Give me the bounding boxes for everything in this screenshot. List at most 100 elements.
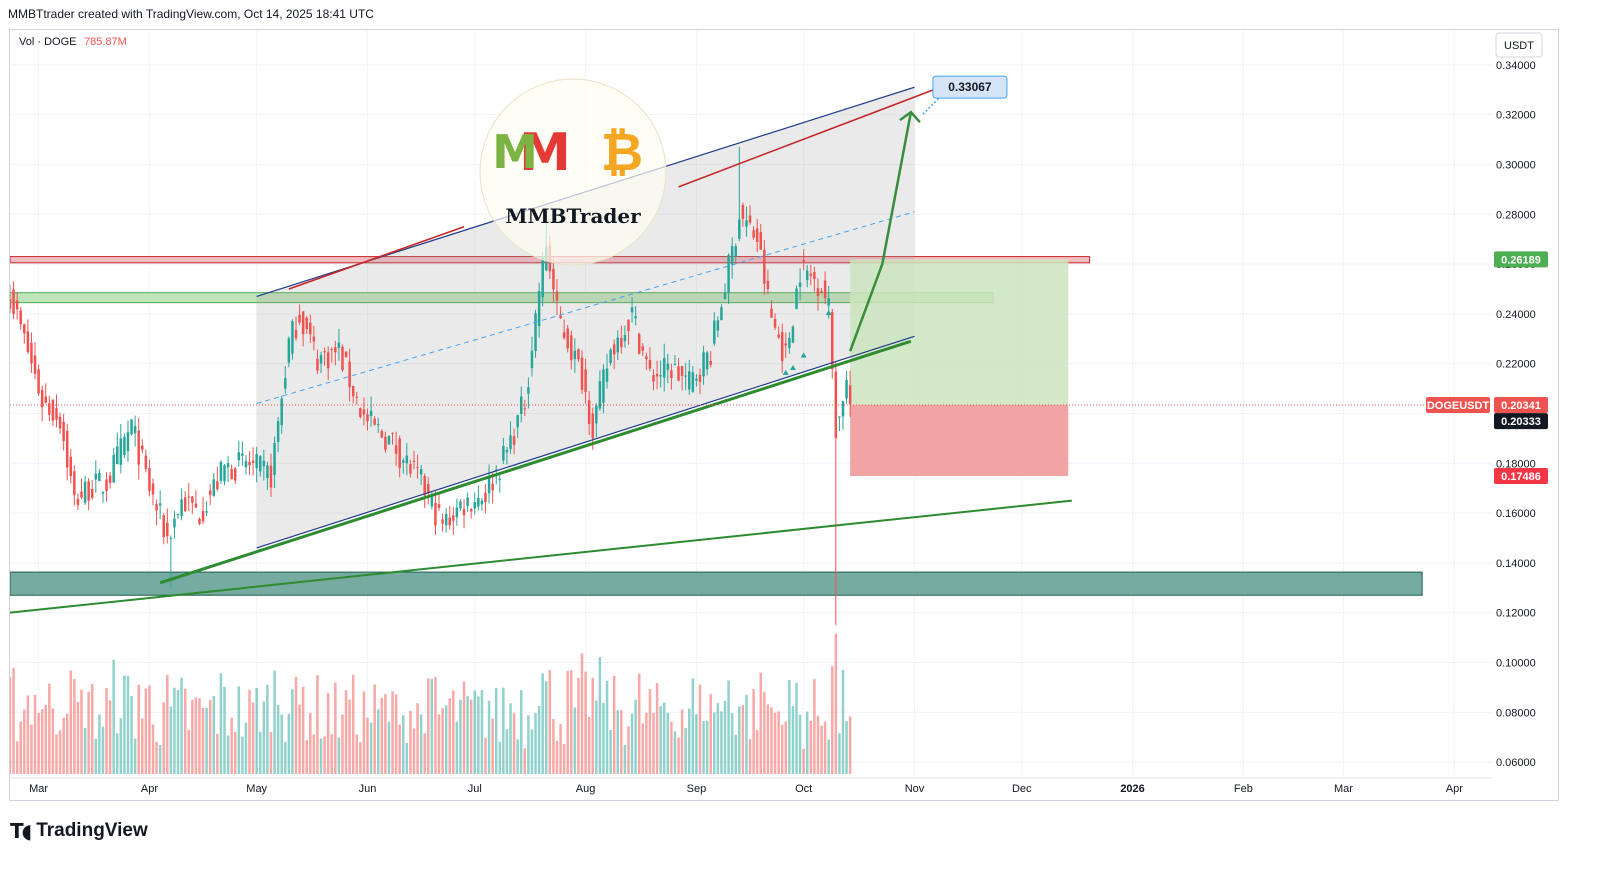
candle-body (477, 497, 480, 507)
candle-body (94, 473, 98, 480)
candle-body (566, 328, 569, 349)
volume-bar (176, 689, 180, 774)
candle-body (802, 260, 805, 262)
volume-bar (591, 677, 594, 774)
candle-body (394, 445, 398, 454)
volume-bar (23, 709, 26, 774)
volume-bar (269, 732, 273, 774)
volume-bar (641, 723, 645, 774)
volume-bar (562, 743, 566, 774)
candle-body (387, 436, 391, 445)
volume-bar (695, 714, 698, 774)
volume-bar (455, 721, 459, 774)
candle-body (813, 271, 816, 279)
volume-bar (155, 741, 158, 774)
candle-body (648, 360, 652, 369)
candle-body (402, 460, 405, 463)
volume-bar (534, 713, 537, 774)
candle-body (630, 307, 634, 313)
volume-bar (677, 737, 680, 774)
volume-bar (398, 724, 401, 774)
candle-body (40, 389, 44, 408)
candle-body (337, 342, 341, 348)
price-tag-text: 0.20333 (1501, 416, 1541, 428)
candle-body (423, 475, 426, 496)
candle-body (695, 378, 698, 381)
volume-bar (330, 734, 334, 774)
volume-bar (469, 699, 473, 774)
candle-body (652, 375, 655, 382)
candle-body (705, 352, 709, 370)
candle-body (280, 398, 283, 426)
volume-bar (713, 712, 716, 774)
currency-badge[interactable]: USDT (1495, 32, 1543, 58)
candle-body (730, 246, 734, 265)
price-tick-label: 0.12000 (1496, 608, 1536, 620)
candle-body (759, 232, 763, 250)
volume-bar (298, 704, 301, 774)
candle-body (15, 300, 19, 310)
volume-bar (248, 689, 251, 774)
candle-body (319, 355, 323, 364)
candle-body (698, 374, 702, 382)
volume-bar (166, 674, 169, 774)
volume-bar (251, 702, 255, 774)
candle-body (201, 510, 205, 522)
candle-body (437, 504, 441, 508)
volume-bar (791, 706, 795, 774)
candle-body (473, 502, 477, 509)
volume-bar (141, 718, 144, 774)
candle-body (166, 522, 169, 537)
volume-bar (702, 721, 705, 774)
candle-body (430, 494, 434, 507)
volume-bar (348, 699, 351, 774)
price-tag-box (1494, 468, 1548, 485)
volume-bar (519, 689, 523, 774)
candle-body (512, 436, 516, 445)
volume-bar (652, 712, 655, 774)
volume-bar (319, 738, 323, 774)
candle-body (62, 421, 65, 442)
channel (256, 87, 1069, 548)
volume-bar (58, 730, 62, 774)
candle-body (720, 307, 723, 321)
candle-body (809, 273, 813, 276)
volume-bar (173, 687, 176, 774)
volume-bar (723, 700, 727, 774)
volume-bar (162, 702, 165, 774)
chart-area[interactable]: 0.33067 M M ₿ MMBTrader 0.06000 0.08000 0.100… (9, 29, 1559, 801)
candle-body (441, 519, 444, 524)
volume-bar (752, 689, 755, 774)
time-tick-label: Aug (576, 783, 596, 795)
candle-body (634, 316, 637, 319)
volume-bar (87, 691, 90, 774)
volume-bar (462, 681, 466, 774)
volume-bar (691, 678, 695, 774)
price-chart[interactable]: 0.33067 MM ₿ MMBTrader 0.06000 0.08000 0.100… (10, 30, 1558, 800)
candle-body (398, 438, 401, 468)
volume-bar (609, 730, 612, 774)
candle-body (755, 228, 759, 242)
symbol-tag-text: DOGEUSDT (1427, 400, 1490, 412)
candle-body (359, 408, 362, 418)
candle-body (191, 496, 194, 503)
candle-body (627, 319, 630, 332)
candle-body (591, 413, 594, 439)
volume-bar (151, 724, 155, 774)
volume-bar (37, 712, 40, 774)
volume-bar (780, 724, 784, 774)
volume-bar (119, 718, 123, 774)
trendline (678, 84, 947, 188)
candle-body (119, 438, 123, 465)
candle-body (112, 455, 115, 483)
candle-body (494, 469, 498, 471)
volume-bar (116, 733, 119, 774)
volume-bar (323, 736, 326, 774)
target-label-box (932, 75, 1008, 99)
volume-bar (83, 728, 87, 774)
volume-bar (69, 670, 73, 774)
candle-body (741, 204, 745, 219)
volume-bar (434, 676, 437, 774)
candle-body (502, 445, 505, 461)
logo-watermark: MM ₿ MMBTrader (479, 78, 667, 266)
